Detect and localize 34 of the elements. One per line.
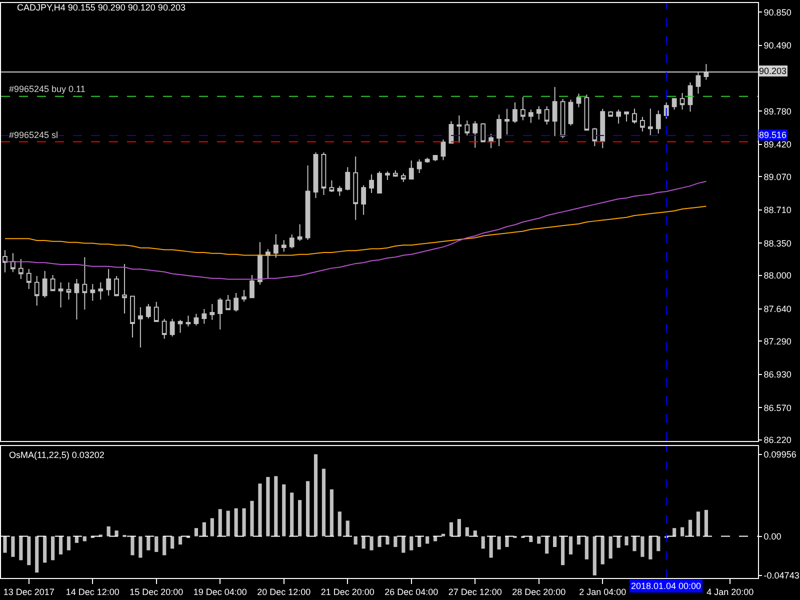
x-tick-label: 4 Jan 20:00 [706,586,754,597]
y-tick-label: 89.780 [764,106,792,116]
y-tick-label: -0.04743 [764,570,800,581]
y-tick-label: 0.00 [764,531,782,542]
y-tick-label: 86.220 [764,435,792,446]
y-tick-label: 87.290 [764,336,792,346]
x-tick-label: 19 Dec 04:00 [193,586,247,597]
x-tick-label: 2018.01.04 00:00 [631,581,702,591]
x-tick-label: 21 Dec 20:00 [320,586,374,597]
text: OsMA(11,22,5) 0.03202 [9,450,104,460]
y-tick-label: 90.490 [764,40,792,51]
x-tick-label: 2 Jan 04:00 [579,586,626,597]
x-tick-label: 28 Dec 20:00 [512,586,566,597]
y-tick-label: 86.930 [764,370,792,380]
y-tick-label: 86.570 [764,402,792,413]
x-tick-label: 27 Dec 12:00 [448,586,502,597]
x-tick-label: 13 Dec 2017 [3,586,54,597]
y-tick-label: 89.070 [764,172,792,182]
y-tick-label: 89.420 [764,140,792,150]
ref-line-label: 90.203 [759,66,787,76]
ref-line-label: 89.516 [759,130,787,140]
x-tick-label: 26 Dec 04:00 [384,586,438,597]
x-tick-label: 14 Dec 12:00 [66,586,120,597]
ref-line-label: #9965245 sl [9,130,58,140]
y-tick-label: 90.850 [764,7,792,18]
chart-title: CADJPY,H4 90.155 90.290 90.120 90.203 [17,2,186,12]
x-tick-label: 15 Dec 20:00 [130,586,184,597]
y-tick-label: 0.09956 [764,449,796,460]
y-tick-label: 88.350 [764,238,792,248]
x-tick-label: 20 Dec 12:00 [257,586,311,597]
ref-line-label: #9965245 buy 0.11 [9,84,86,94]
y-tick-label: 88.000 [764,270,792,281]
y-tick-label: 88.710 [764,205,792,216]
y-tick-label: 87.640 [764,304,792,314]
